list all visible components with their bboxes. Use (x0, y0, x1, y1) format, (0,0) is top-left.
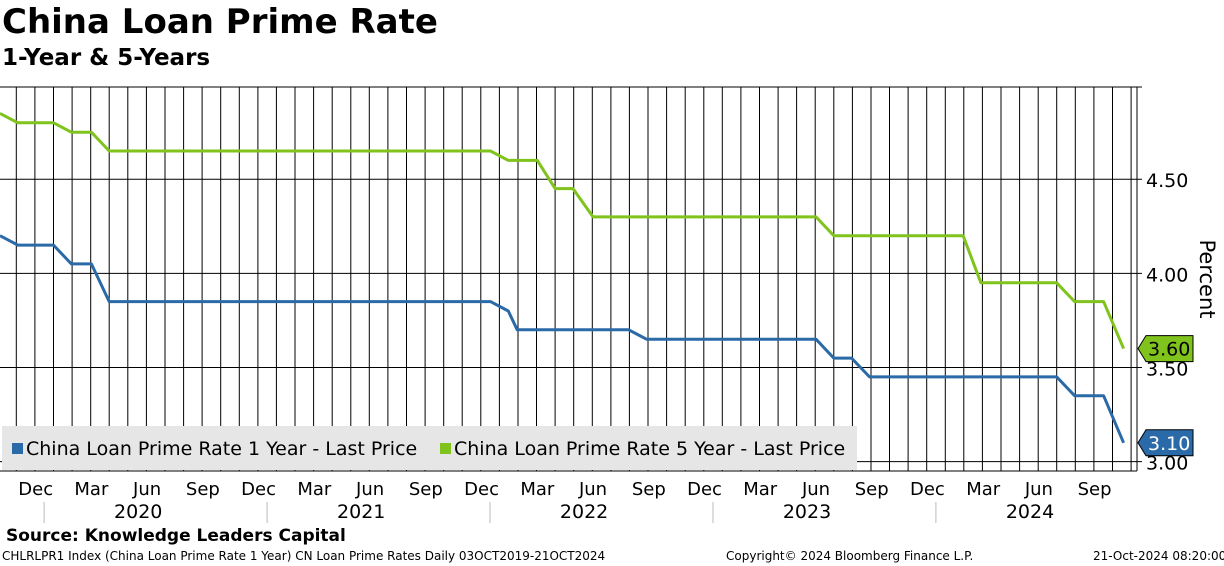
x-month-label: Jun (578, 479, 607, 500)
x-month-label: Dec (241, 479, 276, 500)
x-month-label: Mar (74, 479, 109, 500)
timestamp: 21-Oct-2024 08:20:00 (1093, 549, 1224, 563)
x-month-label: Sep (186, 479, 220, 500)
y-axis-title: Percent (1195, 239, 1219, 318)
legend-label-5y: China Loan Prime Rate 5 Year - Last Pric… (454, 438, 846, 460)
x-year-label: 2023 (783, 501, 831, 523)
y-tick-label: 3.50 (1146, 359, 1188, 381)
last-value-label-1y: 3.10 (1148, 433, 1190, 455)
x-month-label: Jun (132, 479, 161, 500)
y-tick-label: 3.00 (1146, 453, 1188, 475)
x-month-label: Sep (855, 479, 889, 500)
index-info: CHLRLPR1 Index (China Loan Prime Rate 1 … (2, 549, 606, 563)
x-year-label: 2020 (114, 501, 162, 523)
x-year-label: 2022 (560, 501, 608, 523)
legend-item-1y: China Loan Prime Rate 1 Year - Last Pric… (12, 438, 417, 460)
x-year-label: 2024 (1006, 501, 1054, 523)
last-value-tag-1y (1137, 429, 1194, 457)
x-year-label: 2021 (337, 501, 385, 523)
x-month-label: Sep (632, 479, 666, 500)
x-month-label: Dec (464, 479, 499, 500)
x-month-label: Jun (801, 479, 830, 500)
x-month-label: Dec (910, 479, 945, 500)
legend-swatch-5y (440, 443, 451, 454)
series-line-1y (0, 234, 1125, 444)
x-month-label: Mar (743, 479, 778, 500)
x-month-label: Sep (409, 479, 443, 500)
x-month-label: Sep (1078, 479, 1112, 500)
x-month-label: Jun (1024, 479, 1053, 500)
x-month-label: Jun (355, 479, 384, 500)
x-month-label: Mar (966, 479, 1001, 500)
x-month-label: Dec (18, 479, 53, 500)
x-month-label: Dec (687, 479, 722, 500)
source-note: Source: Knowledge Leaders Capital (6, 526, 346, 546)
copyright: Copyright© 2024 Bloomberg Finance L.P. (726, 549, 974, 563)
last-value-tag-5y (1137, 335, 1194, 363)
y-tick-label: 4.50 (1146, 170, 1188, 192)
chart-subtitle: 1-Year & 5-Years (2, 45, 211, 71)
legend-label-1y: China Loan Prime Rate 1 Year - Last Pric… (26, 438, 418, 460)
legend (2, 426, 857, 470)
legend-swatch-1y (12, 443, 23, 454)
y-tick-label: 4.00 (1146, 264, 1188, 286)
legend-item-5y: China Loan Prime Rate 5 Year - Last Pric… (440, 438, 845, 460)
x-month-label: Mar (297, 479, 332, 500)
series-line-5y (0, 112, 1125, 350)
chart-title: China Loan Prime Rate (2, 2, 438, 42)
last-value-label-5y: 3.60 (1148, 339, 1190, 361)
x-month-label: Mar (520, 479, 555, 500)
